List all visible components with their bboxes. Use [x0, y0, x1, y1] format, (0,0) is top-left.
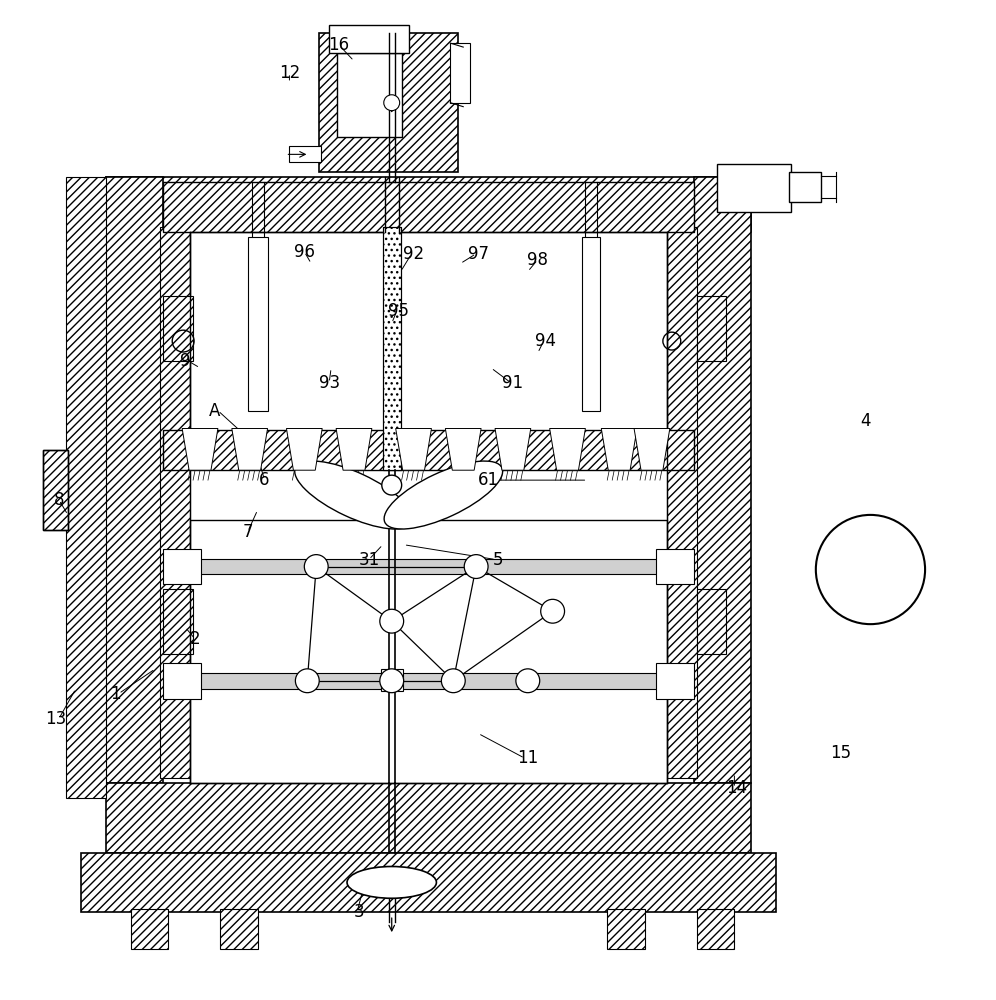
Text: 97: 97	[468, 245, 489, 263]
Bar	[248, 237, 268, 411]
Circle shape	[379, 669, 403, 693]
Bar	[106, 783, 751, 853]
Ellipse shape	[347, 866, 436, 898]
Circle shape	[381, 475, 401, 495]
Text: 93: 93	[319, 374, 340, 392]
Bar	[163, 182, 693, 232]
Text: 11: 11	[517, 749, 539, 767]
Text: 8: 8	[54, 491, 65, 509]
Bar	[789, 172, 821, 202]
Polygon shape	[602, 428, 637, 470]
Bar	[320, 33, 458, 172]
Bar	[190, 230, 667, 460]
Text: 5: 5	[493, 551, 503, 569]
Text: 1: 1	[111, 685, 121, 703]
Bar	[66, 177, 106, 798]
Bar	[163, 663, 201, 699]
Bar	[656, 663, 693, 699]
Text: 31: 31	[359, 551, 379, 569]
Text: 95: 95	[388, 302, 409, 320]
Polygon shape	[634, 428, 670, 470]
Text: A: A	[209, 402, 221, 420]
Text: 13: 13	[46, 710, 67, 728]
Bar	[382, 227, 400, 470]
Polygon shape	[336, 428, 372, 470]
Polygon shape	[287, 428, 322, 470]
Polygon shape	[495, 428, 531, 470]
Bar	[190, 520, 667, 783]
Bar	[337, 53, 401, 137]
Bar	[608, 909, 645, 949]
Bar	[583, 237, 601, 411]
Text: 92: 92	[403, 245, 424, 263]
Bar	[163, 296, 193, 361]
Circle shape	[441, 669, 465, 693]
Bar	[163, 589, 193, 654]
Bar	[696, 909, 734, 949]
Text: 3: 3	[354, 903, 365, 921]
Bar	[160, 227, 190, 778]
Bar	[696, 296, 726, 361]
Bar	[106, 177, 751, 232]
Text: 61: 61	[477, 471, 499, 489]
Text: 16: 16	[329, 36, 350, 54]
Text: 12: 12	[279, 64, 300, 82]
Text: 9: 9	[180, 352, 190, 370]
Bar	[380, 669, 402, 691]
Circle shape	[296, 669, 320, 693]
Bar	[693, 177, 751, 783]
Bar	[667, 227, 696, 778]
Bar	[81, 853, 776, 912]
Circle shape	[305, 555, 328, 578]
Bar	[696, 589, 726, 654]
Text: 96: 96	[294, 243, 315, 261]
Bar	[163, 430, 693, 470]
Text: 2: 2	[190, 630, 200, 648]
Polygon shape	[232, 428, 268, 470]
Text: 4: 4	[861, 412, 871, 430]
Circle shape	[379, 609, 403, 633]
Text: 14: 14	[726, 779, 747, 797]
Bar	[382, 227, 400, 470]
Polygon shape	[395, 428, 431, 470]
Polygon shape	[182, 428, 218, 470]
Text: 94: 94	[535, 332, 556, 350]
Polygon shape	[445, 428, 481, 470]
Bar	[290, 146, 321, 162]
Circle shape	[541, 599, 565, 623]
Bar	[106, 177, 163, 783]
Bar	[130, 909, 168, 949]
Text: 7: 7	[242, 523, 253, 541]
Bar	[163, 549, 201, 584]
Circle shape	[464, 555, 488, 578]
Circle shape	[383, 95, 399, 111]
Bar	[716, 164, 791, 212]
Bar	[329, 25, 408, 53]
Bar	[163, 559, 693, 574]
Bar	[43, 450, 68, 530]
Text: 98: 98	[527, 251, 548, 269]
Circle shape	[516, 669, 540, 693]
Polygon shape	[550, 428, 586, 470]
Bar	[43, 450, 68, 530]
Ellipse shape	[295, 461, 413, 529]
Ellipse shape	[384, 461, 503, 529]
Bar	[450, 43, 470, 103]
Bar	[656, 549, 693, 584]
Text: 6: 6	[259, 471, 270, 489]
Bar	[220, 909, 258, 949]
Text: 15: 15	[830, 744, 852, 762]
Bar	[163, 673, 693, 689]
Text: 91: 91	[502, 374, 524, 392]
